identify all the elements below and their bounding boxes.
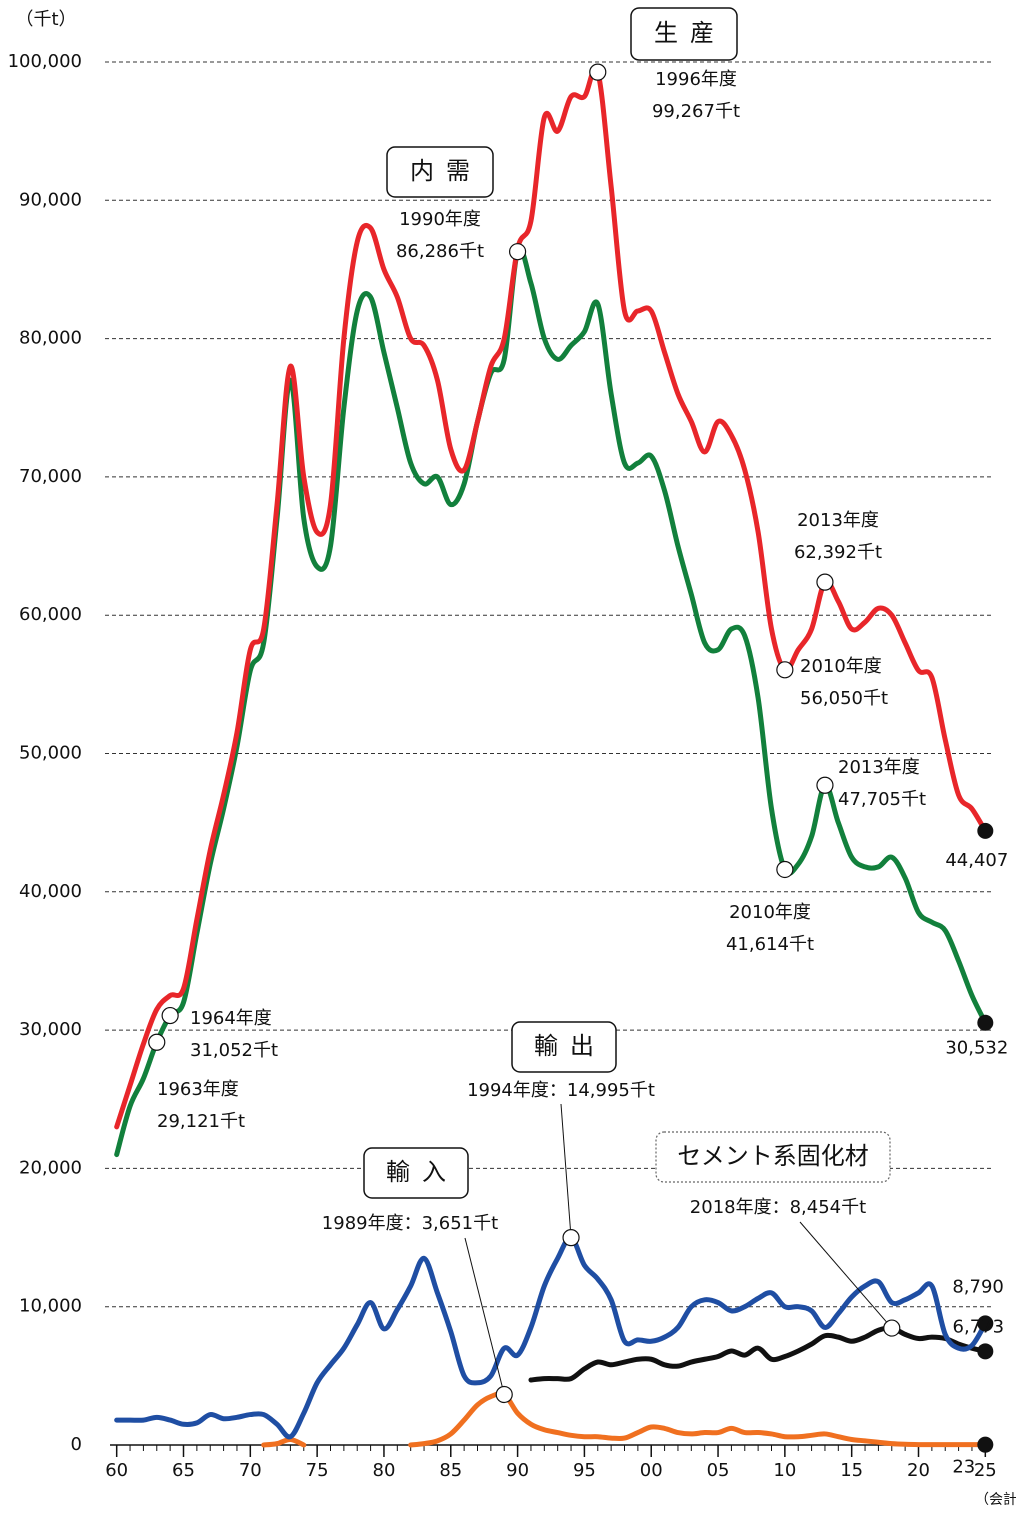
y-tick-label: 30,000 <box>19 1019 82 1040</box>
annotation-text: 1994年度：14,995千t <box>467 1080 655 1101</box>
series-label-box <box>630 7 738 61</box>
annotation-text: 1989年度：3,651千t <box>322 1213 498 1234</box>
leader-line <box>560 1103 572 1238</box>
end-marker <box>977 1343 994 1360</box>
x-tick-label: 90 <box>506 1460 529 1481</box>
leader-line <box>464 1237 505 1395</box>
series-label-box <box>363 1147 469 1199</box>
annotation-text: 2018年度：8,454千t <box>690 1197 866 1218</box>
end-marker <box>977 1315 994 1332</box>
series-label: 生産 <box>654 19 726 47</box>
annotation-marker <box>816 776 834 794</box>
end-label: 8,790 <box>952 1276 1004 1297</box>
series-label-box <box>655 1131 891 1183</box>
y-tick-label: 70,000 <box>19 466 82 487</box>
x-tick-label: 25 <box>974 1460 997 1481</box>
end-label: 6,773 <box>953 1316 1005 1337</box>
annotation-text: 47,705千t <box>838 789 926 810</box>
end-label: 30,532 <box>945 1038 1008 1059</box>
series-label: 内需 <box>410 157 482 185</box>
end-label: 44,407 <box>945 850 1008 871</box>
x-axis-label: （会計年度） <box>975 1492 1016 1508</box>
annotation-text: 1996年度 <box>655 69 737 90</box>
annotation-text: 2010年度 <box>800 656 882 677</box>
annotation-marker <box>883 1319 901 1337</box>
annotation-text: 1990年度 <box>399 209 481 230</box>
series-label-box <box>386 146 494 198</box>
x-tick-label: 65 <box>172 1460 195 1481</box>
x-tick-label: 05 <box>707 1460 730 1481</box>
series-line <box>114 1235 988 1440</box>
annotation-text: 29,121千t <box>157 1111 245 1132</box>
annotation-marker <box>562 1229 580 1247</box>
x-tick-label: 95 <box>573 1460 596 1481</box>
y-tick-label: 40,000 <box>19 881 82 902</box>
y-tick-label: 90,000 <box>19 189 82 210</box>
annotation-text: 56,050千t <box>800 688 888 709</box>
x-tick-label: 80 <box>373 1460 396 1481</box>
y-tick-label: 60,000 <box>19 604 82 625</box>
series-line <box>114 66 988 1130</box>
annotation-text: 99,267千t <box>652 101 740 122</box>
end-marker <box>977 1436 994 1453</box>
annotation-marker <box>508 243 527 261</box>
end-marker <box>977 822 994 839</box>
x-tick-label: 15 <box>840 1460 863 1481</box>
annotation-marker <box>776 860 794 879</box>
annotation-marker <box>589 63 607 81</box>
annotation-marker <box>776 661 794 679</box>
x-tick-label: 60 <box>105 1460 128 1481</box>
y-tick-label: 80,000 <box>19 328 82 349</box>
annotation-text: 31,052千t <box>190 1040 278 1061</box>
y-tick-label: 0 <box>71 1434 82 1455</box>
x-tick-label: 70 <box>239 1460 262 1481</box>
x-tick-label: 20 <box>907 1460 930 1481</box>
annotation-marker <box>816 573 834 591</box>
annotation-marker <box>161 1006 179 1025</box>
annotation-text: 86,286千t <box>396 241 484 262</box>
series-line <box>261 1390 988 1448</box>
annotation-text: 1964年度 <box>190 1008 272 1029</box>
annotation-marker <box>495 1385 513 1404</box>
annotation-text: 2013年度 <box>797 510 879 531</box>
series-line <box>528 1325 988 1383</box>
y-tick-label: 20,000 <box>19 1157 82 1178</box>
series-label-box <box>511 1021 617 1073</box>
y-tick-label: 10,000 <box>19 1296 82 1317</box>
series-label: 輸出 <box>534 1032 606 1060</box>
y-axis-label: （千t） <box>15 9 76 30</box>
x-tick-label: 85 <box>439 1460 462 1481</box>
annotation-text: 62,392千t <box>794 542 882 563</box>
series-line <box>114 246 988 1158</box>
annotation-text: 2013年度 <box>838 757 920 778</box>
annotation-marker <box>148 1033 166 1051</box>
end-label: 23 <box>952 1457 975 1478</box>
annotation-text: 1963年度 <box>157 1079 239 1100</box>
x-tick-label: 75 <box>306 1460 329 1481</box>
y-tick-label: 100,000 <box>8 51 82 72</box>
series-label: セメント系固化材 <box>677 1142 869 1170</box>
annotation-text: 41,614千t <box>726 934 814 955</box>
end-marker <box>977 1014 994 1031</box>
series-label: 輸入 <box>386 1158 458 1186</box>
x-tick-label: 10 <box>773 1460 796 1481</box>
annotation-text: 2010年度 <box>729 902 811 923</box>
leader-line <box>799 1221 893 1329</box>
x-tick-label: 00 <box>640 1460 663 1481</box>
y-tick-label: 50,000 <box>19 743 82 764</box>
